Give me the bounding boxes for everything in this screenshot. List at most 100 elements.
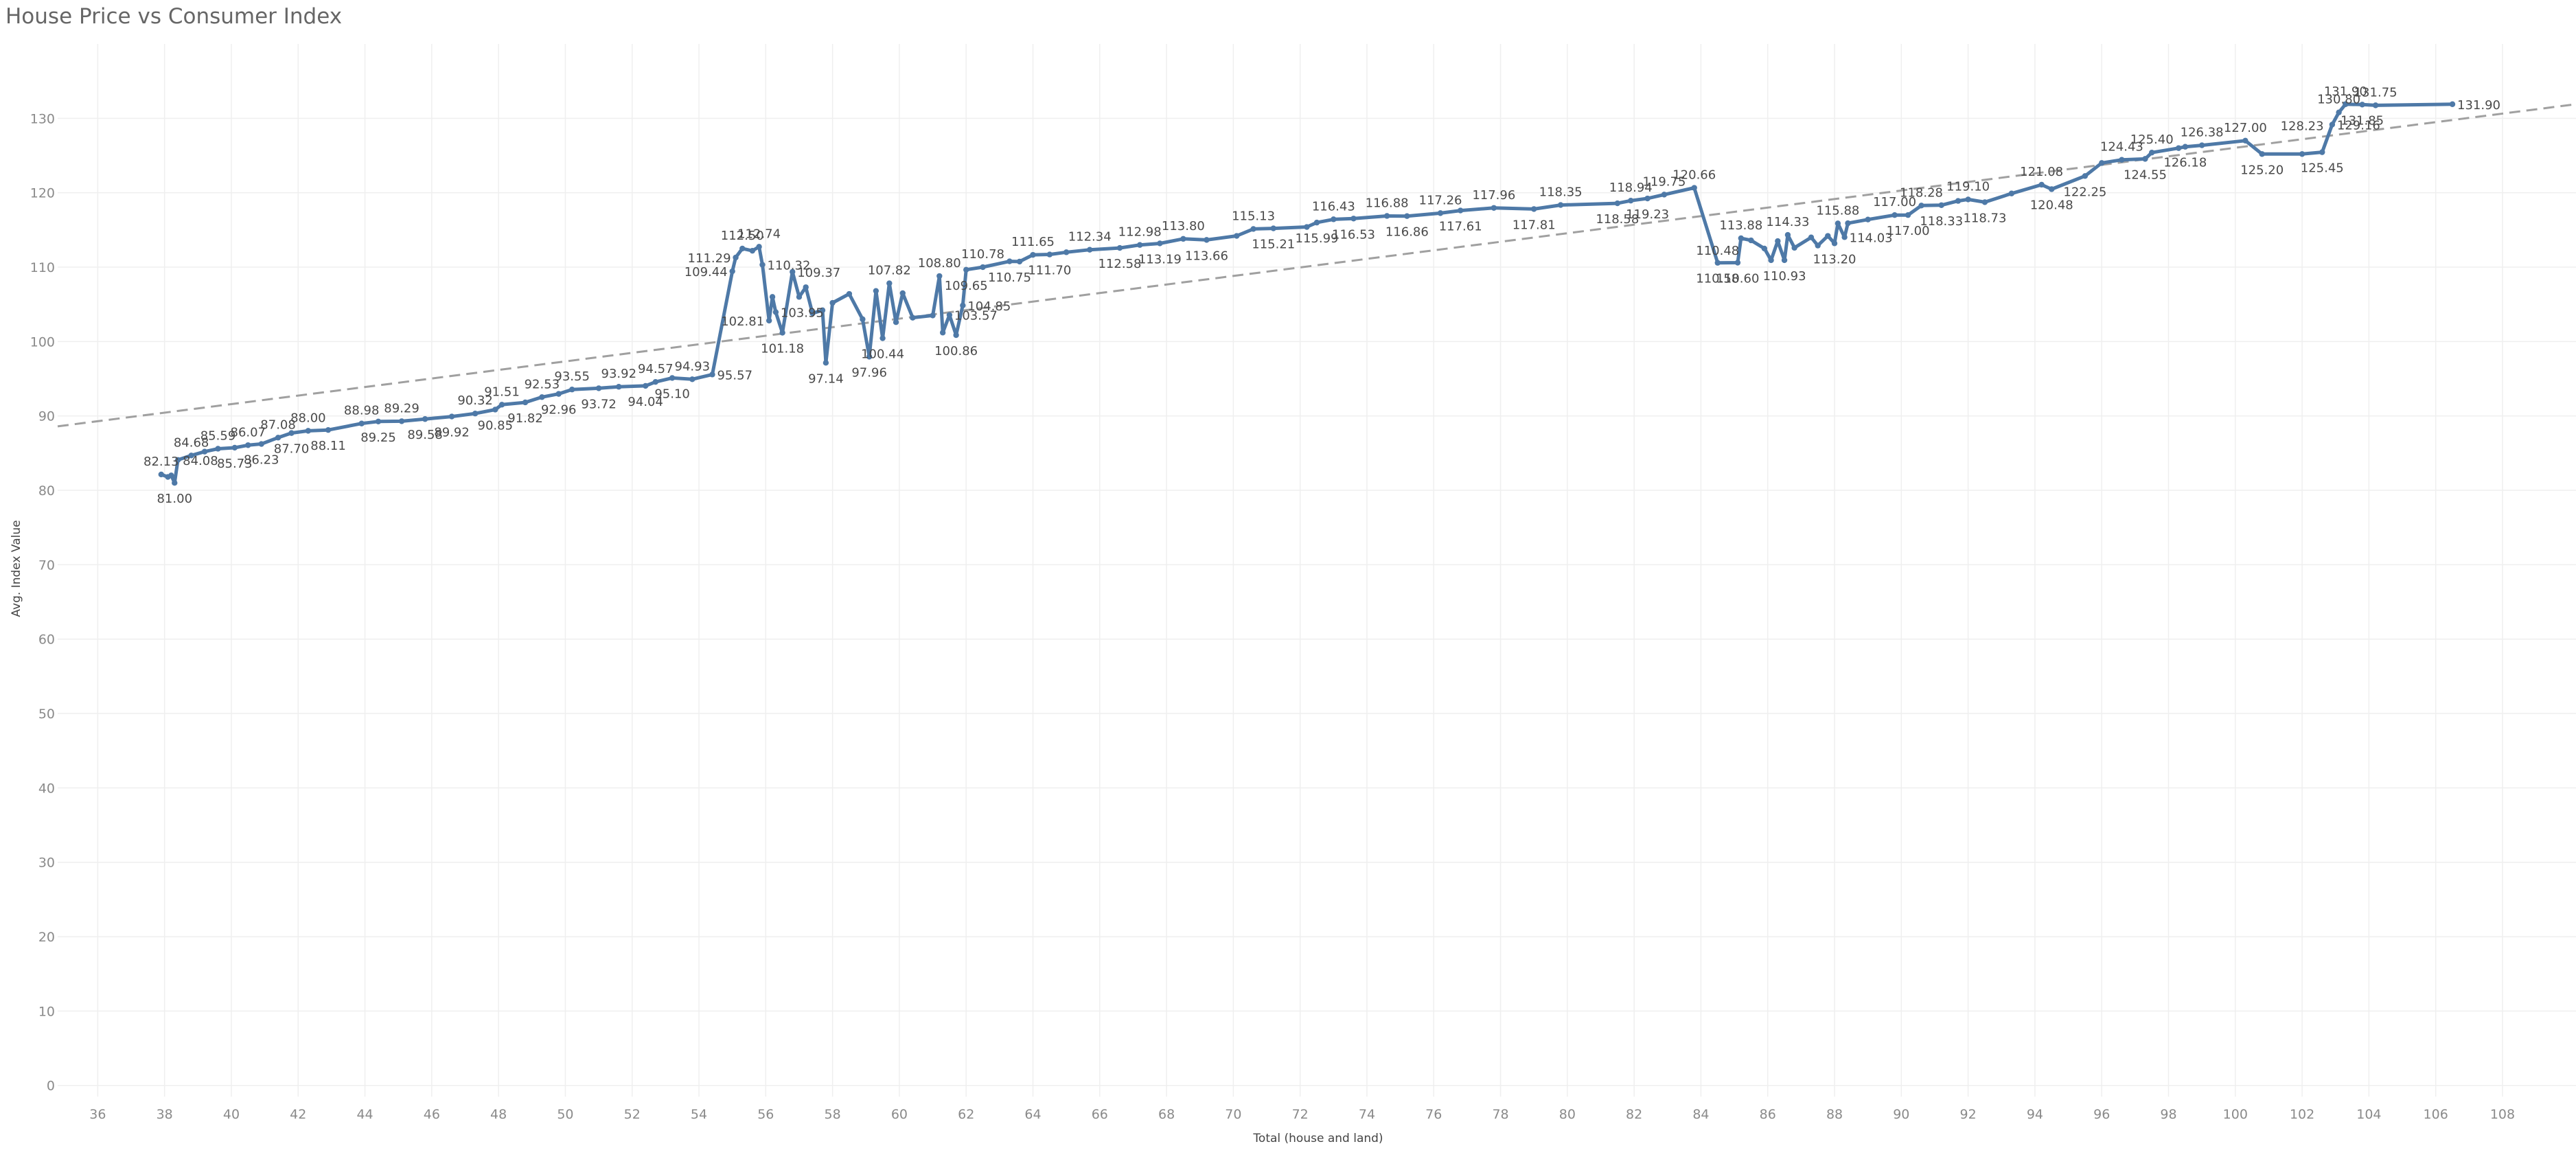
data-label: 108.80 bbox=[918, 256, 961, 271]
data-point bbox=[1204, 237, 1210, 243]
data-point bbox=[1063, 249, 1070, 255]
data-point bbox=[1784, 231, 1791, 238]
data-label: 119.23 bbox=[1626, 207, 1669, 222]
data-point bbox=[1046, 251, 1053, 258]
data-point bbox=[1136, 242, 1143, 248]
data-point bbox=[893, 319, 899, 325]
data-label: 104.85 bbox=[967, 299, 1011, 314]
x-tick-label: 40 bbox=[223, 1107, 240, 1122]
data-label: 117.00 bbox=[1873, 195, 1916, 209]
y-tick-label: 70 bbox=[38, 558, 55, 573]
data-point bbox=[2372, 102, 2379, 108]
data-point bbox=[899, 290, 906, 297]
data-point bbox=[2259, 151, 2265, 157]
x-axis-ticks: 36 38 40 42 44 46 48 50 52 54 56 58 60 62 64 66 68 70 72 74… bbox=[89, 1107, 2515, 1122]
data-label: 118.58 bbox=[1596, 212, 1639, 227]
data-point bbox=[1775, 238, 1781, 244]
data-point bbox=[642, 382, 649, 389]
data-label: 111.65 bbox=[1011, 235, 1055, 249]
data-point bbox=[860, 316, 866, 323]
data-point bbox=[2142, 156, 2148, 162]
data-point bbox=[1891, 211, 1898, 218]
data-label: 93.72 bbox=[581, 397, 617, 411]
data-label: 109.44 bbox=[685, 265, 728, 279]
data-label: 117.81 bbox=[1513, 218, 1556, 232]
data-label: 101.18 bbox=[761, 342, 804, 356]
data-point bbox=[1350, 216, 1357, 222]
x-tick-label: 64 bbox=[1024, 1107, 1041, 1122]
data-point bbox=[398, 418, 405, 424]
data-point bbox=[492, 407, 498, 413]
x-tick-label: 46 bbox=[424, 1107, 440, 1122]
data-point bbox=[1304, 224, 1310, 230]
x-tick-label: 42 bbox=[290, 1107, 306, 1122]
data-point bbox=[823, 360, 829, 366]
data-point bbox=[168, 472, 174, 479]
data-label: 93.55 bbox=[554, 369, 590, 384]
data-point bbox=[2182, 144, 2189, 150]
data-label: 110.93 bbox=[1763, 269, 1806, 284]
data-point bbox=[448, 413, 455, 420]
data-point bbox=[846, 290, 853, 297]
y-tick-label: 0 bbox=[47, 1079, 55, 1094]
y-tick-label: 30 bbox=[38, 856, 55, 871]
data-point bbox=[305, 428, 312, 434]
data-label: 93.92 bbox=[601, 367, 637, 381]
x-tick-label: 96 bbox=[2093, 1107, 2110, 1122]
data-point bbox=[1383, 213, 1390, 219]
data-label: 129.16 bbox=[2337, 118, 2380, 133]
data-label: 118.35 bbox=[1539, 185, 1583, 200]
data-point bbox=[288, 430, 295, 436]
data-point bbox=[2449, 101, 2456, 107]
data-label: 114.33 bbox=[1766, 215, 1809, 229]
data-point bbox=[1270, 225, 1276, 231]
data-point bbox=[1734, 260, 1741, 266]
data-point bbox=[1491, 205, 1497, 211]
x-tick-label: 104 bbox=[2356, 1107, 2381, 1122]
x-tick-label: 100 bbox=[2223, 1107, 2248, 1122]
data-label: 85.73 bbox=[217, 457, 253, 471]
data-point bbox=[1250, 226, 1256, 232]
data-point bbox=[1531, 206, 1537, 212]
data-label: 128.23 bbox=[2281, 119, 2324, 134]
x-tick-label: 94 bbox=[2027, 1107, 2043, 1122]
data-label: 112.98 bbox=[1118, 225, 1162, 240]
data-point bbox=[1116, 244, 1123, 251]
x-tick-label: 60 bbox=[891, 1107, 908, 1122]
data-point bbox=[555, 391, 562, 397]
data-point bbox=[739, 245, 746, 252]
data-label: 86.07 bbox=[231, 425, 266, 439]
x-tick-label: 48 bbox=[490, 1107, 507, 1122]
data-point bbox=[201, 448, 208, 455]
data-label: 92.53 bbox=[525, 377, 560, 391]
data-label: 113.80 bbox=[1162, 219, 1205, 233]
data-label: 126.18 bbox=[2163, 156, 2207, 170]
data-point bbox=[245, 442, 251, 448]
data-point bbox=[709, 371, 715, 378]
data-label: 95.10 bbox=[654, 387, 690, 401]
data-label: 89.29 bbox=[384, 401, 419, 415]
data-point bbox=[568, 387, 575, 393]
data-label: 113.66 bbox=[1185, 249, 1228, 263]
data-point bbox=[1781, 257, 1788, 264]
data-label: 103.57 bbox=[954, 309, 998, 323]
data-point bbox=[2359, 102, 2365, 108]
data-point bbox=[1016, 258, 1023, 265]
data-point bbox=[616, 384, 622, 390]
data-point bbox=[2336, 109, 2342, 115]
data-label: 118.94 bbox=[1609, 181, 1653, 195]
data-label: 117.96 bbox=[1472, 188, 1515, 203]
data-label: 125.45 bbox=[2301, 161, 2344, 176]
data-label: 125.20 bbox=[2240, 163, 2284, 177]
data-label: 91.82 bbox=[507, 411, 543, 426]
data-point bbox=[790, 268, 796, 275]
data-point bbox=[766, 317, 772, 324]
data-label: 131.90 bbox=[2457, 98, 2500, 113]
y-tick-label: 100 bbox=[30, 334, 55, 350]
data-point bbox=[2008, 190, 2015, 196]
data-point bbox=[1644, 195, 1651, 202]
data-point bbox=[172, 480, 178, 486]
y-tick-label: 80 bbox=[38, 483, 55, 499]
data-label: 102.81 bbox=[721, 315, 764, 329]
